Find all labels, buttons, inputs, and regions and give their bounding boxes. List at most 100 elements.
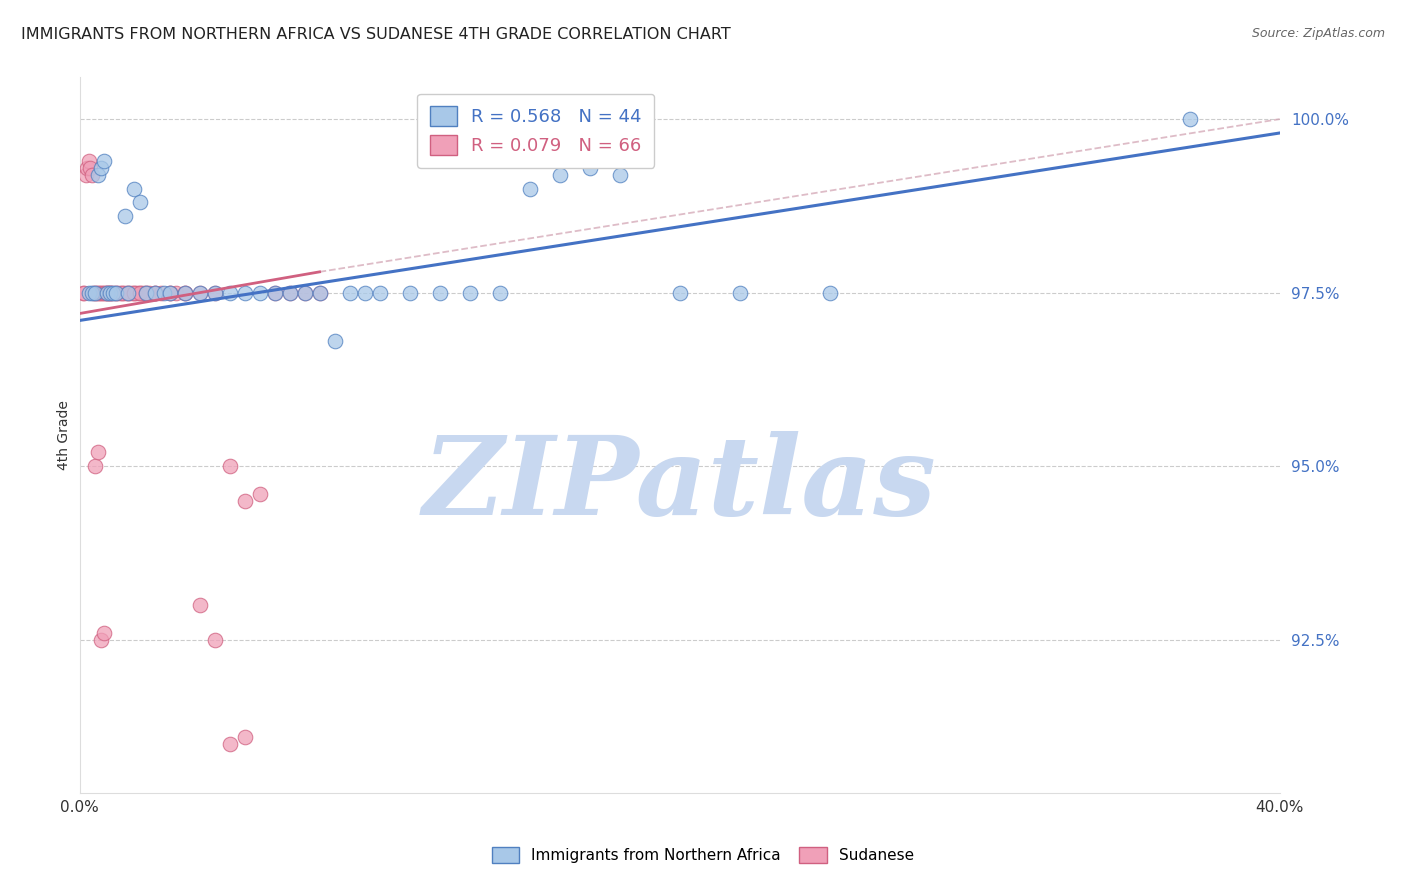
Point	[152, 285, 174, 300]
Point	[218, 459, 240, 474]
Point	[86, 285, 108, 300]
Point	[128, 195, 150, 210]
Point	[353, 285, 375, 300]
Point	[89, 285, 111, 300]
Point	[278, 285, 301, 300]
Text: ZIPatlas: ZIPatlas	[423, 432, 936, 539]
Point	[96, 285, 118, 300]
Point	[149, 285, 172, 300]
Point	[104, 285, 127, 300]
Point	[249, 285, 271, 300]
Point	[143, 285, 166, 300]
Point	[131, 285, 153, 300]
Point	[308, 285, 330, 300]
Point	[96, 285, 118, 300]
Point	[135, 285, 157, 300]
Point	[188, 598, 211, 612]
Point	[86, 445, 108, 459]
Legend: Immigrants from Northern Africa, Sudanese: Immigrants from Northern Africa, Sudanes…	[484, 839, 922, 871]
Point	[308, 285, 330, 300]
Point	[488, 285, 510, 300]
Point	[73, 285, 96, 300]
Point	[204, 632, 226, 647]
Point	[1178, 112, 1201, 127]
Point	[728, 285, 751, 300]
Point	[91, 285, 114, 300]
Point	[114, 285, 136, 300]
Point	[138, 285, 160, 300]
Point	[458, 285, 481, 300]
Text: Source: ZipAtlas.com: Source: ZipAtlas.com	[1251, 27, 1385, 40]
Point	[82, 285, 104, 300]
Point	[122, 285, 145, 300]
Point	[122, 181, 145, 195]
Point	[218, 285, 240, 300]
Point	[98, 285, 121, 300]
Point	[204, 285, 226, 300]
Point	[368, 285, 391, 300]
Point	[76, 161, 98, 175]
Point	[263, 285, 285, 300]
Point	[398, 285, 420, 300]
Point	[101, 285, 124, 300]
Point	[86, 168, 108, 182]
Point	[339, 285, 361, 300]
Point	[188, 285, 211, 300]
Point	[93, 626, 115, 640]
Point	[233, 494, 256, 508]
Point	[120, 285, 142, 300]
Point	[218, 737, 240, 751]
Point	[159, 285, 181, 300]
Point	[72, 285, 94, 300]
Point	[143, 285, 166, 300]
Point	[143, 285, 166, 300]
Point	[188, 285, 211, 300]
Point	[294, 285, 316, 300]
Point	[323, 334, 346, 349]
Point	[173, 285, 195, 300]
Point	[165, 285, 187, 300]
Point	[159, 285, 181, 300]
Point	[94, 285, 117, 300]
Point	[117, 285, 139, 300]
Point	[110, 285, 132, 300]
Point	[117, 285, 139, 300]
Point	[104, 285, 127, 300]
Point	[77, 153, 100, 168]
Point	[818, 285, 841, 300]
Point	[80, 168, 103, 182]
Point	[159, 285, 181, 300]
Point	[93, 285, 115, 300]
Point	[668, 285, 690, 300]
Point	[429, 285, 451, 300]
Point	[97, 285, 120, 300]
Point	[128, 285, 150, 300]
Point	[578, 161, 600, 175]
Point	[548, 168, 571, 182]
Y-axis label: 4th Grade: 4th Grade	[58, 401, 72, 470]
Point	[84, 285, 107, 300]
Point	[93, 153, 115, 168]
Point	[79, 161, 101, 175]
Point	[114, 209, 136, 223]
Point	[98, 285, 121, 300]
Point	[135, 285, 157, 300]
Point	[173, 285, 195, 300]
Point	[135, 285, 157, 300]
Point	[263, 285, 285, 300]
Point	[609, 168, 631, 182]
Point	[117, 285, 139, 300]
Point	[89, 161, 111, 175]
Point	[75, 168, 97, 182]
Point	[83, 285, 105, 300]
Point	[125, 285, 148, 300]
Point	[249, 487, 271, 501]
Point	[519, 181, 541, 195]
Point	[104, 285, 127, 300]
Point	[77, 285, 100, 300]
Point	[173, 285, 195, 300]
Point	[96, 285, 118, 300]
Point	[83, 285, 105, 300]
Text: IMMIGRANTS FROM NORTHERN AFRICA VS SUDANESE 4TH GRADE CORRELATION CHART: IMMIGRANTS FROM NORTHERN AFRICA VS SUDAN…	[21, 27, 731, 42]
Point	[101, 285, 124, 300]
